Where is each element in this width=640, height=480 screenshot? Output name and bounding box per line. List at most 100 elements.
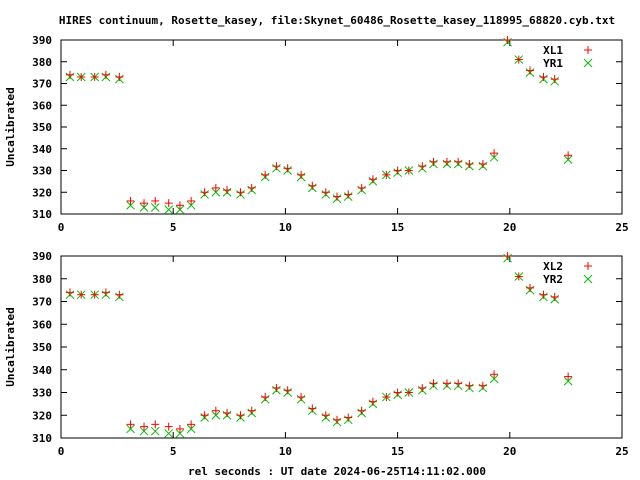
plus-data-point [261,170,270,179]
plus-data-point [357,406,366,415]
plus-data-point [429,157,438,166]
cross-data-point [186,424,196,434]
plot-frame [60,39,623,215]
y-tick-label: 390 [32,250,52,263]
cross-data-point [563,376,573,386]
x-tick-label: 15 [391,221,404,234]
legend-label: XL2 [543,260,563,273]
cross-data-point [126,424,135,434]
y-tick-label: 370 [32,78,52,91]
cross-data-point [139,426,149,436]
plus-data-point [393,166,402,175]
x-tick-label: 5 [170,445,177,458]
plus-data-point [308,404,317,413]
plus-data-point [333,415,342,424]
y-tick-label: 350 [32,341,52,354]
cross-data-point [150,426,160,436]
cross-data-point [139,203,149,212]
plus-data-point [503,36,512,44]
plus-data-point [151,420,160,429]
plus-data-point [200,188,209,197]
plus-data-point [90,290,99,299]
x-tick-label: 20 [503,445,516,458]
plus-data-point [140,199,149,208]
x-tick-label: 15 [391,445,404,458]
cross-data-point [175,429,185,438]
plus-data-point [525,283,534,292]
cross-data-point [211,187,221,197]
plus-data-point [418,162,427,171]
legend-label: YR1 [543,57,563,70]
plus-data-point [297,393,306,402]
legend-marker-cross [583,58,593,68]
legend-label: YR2 [543,273,563,286]
cross-data-point [175,205,185,215]
plus-data-point [539,290,548,299]
plus-data-point [321,188,330,197]
y-tick-label: 360 [32,318,52,331]
plus-data-point [525,66,534,75]
plus-data-point [101,70,110,79]
y-tick-label: 380 [32,273,52,286]
y-tick-label: 320 [32,409,52,422]
plus-data-point [454,379,463,388]
y-tick-label: 340 [32,143,52,156]
plus-data-point [126,420,135,429]
plus-data-point [236,188,245,197]
y-tick-label: 310 [32,432,52,445]
y-tick-label: 390 [32,34,52,47]
plus-data-point [247,183,256,192]
y-tick-label: 330 [32,165,52,178]
legend-marker-plus [584,262,592,270]
plus-data-point [187,196,196,205]
plus-data-point [368,397,377,406]
plus-data-point [77,290,86,299]
plus-data-point [564,372,573,381]
plus-data-point [393,388,402,397]
plus-data-point [211,183,220,192]
plus-data-point [283,386,292,395]
plus-data-point [65,288,74,297]
plus-data-point [200,411,209,420]
plus-data-point [308,181,317,190]
plus-data-point [65,70,74,79]
plus-data-point [126,196,135,205]
plus-data-point [333,192,342,201]
y-tick-label: 370 [32,296,52,309]
plus-data-point [514,55,523,64]
x-tick-label: 25 [615,445,628,458]
x-axis-label: rel seconds : UT date 2024-06-25T14:11:0… [188,465,486,478]
plus-data-point [321,411,330,420]
legend-marker-plus [584,46,592,54]
plus-data-point [115,72,124,81]
plus-data-point [564,151,573,160]
plus-data-point [175,424,184,433]
plus-data-point [261,393,270,402]
cross-data-point [489,153,499,162]
x-tick-label: 25 [615,221,628,234]
y-tick-label: 340 [32,364,52,377]
plus-data-point [404,166,413,175]
plus-data-point [223,186,232,195]
plus-data-point [478,381,487,390]
y-axis-label: Uncalibrated [4,307,17,386]
cross-data-point [164,205,174,215]
plus-data-point [90,72,99,81]
cross-data-point [186,200,196,210]
plus-data-point [297,170,306,179]
plus-data-point [490,370,499,379]
plus-data-point [101,288,110,297]
legend-label: XL1 [543,44,563,57]
plus-data-point [514,272,523,281]
y-tick-label: 320 [32,186,52,199]
plus-data-point [357,183,366,192]
plus-data-point [429,379,438,388]
plus-data-point [550,292,559,301]
x-tick-label: 5 [170,221,177,234]
cross-data-point [126,200,135,210]
plus-data-point [478,159,487,168]
cross-data-point [150,203,160,212]
plot-frame [60,255,623,439]
bottom-panel: 310 320 330 340 350 360 370 380 390 0 5 10 15 20 25 Unc… [4,250,629,458]
plus-data-point [175,201,184,210]
